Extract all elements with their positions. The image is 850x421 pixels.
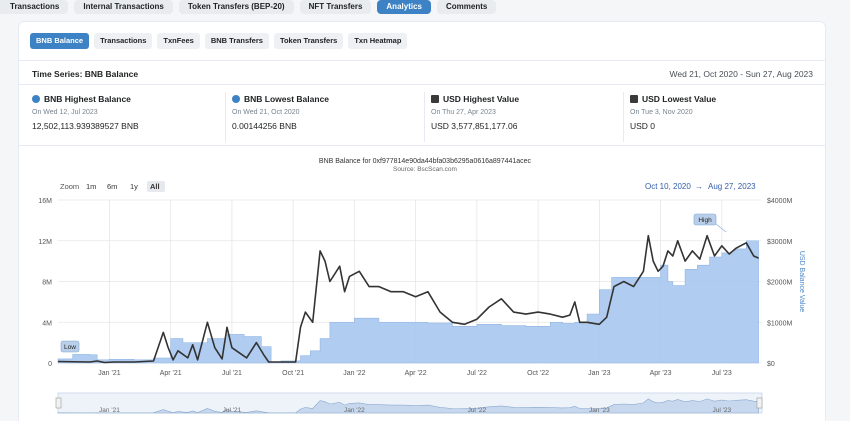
stat-value: 0.00144256 BNB — [232, 121, 297, 131]
tab-analytics[interactable]: Analytics — [377, 0, 431, 14]
square-marker-icon — [630, 95, 638, 103]
high-flag-label: High — [698, 217, 712, 224]
y-left-tick-label: 0 — [48, 361, 52, 368]
stat-value: USD 3,577,851,177.06 — [431, 121, 518, 131]
high-flag-connector — [715, 223, 727, 233]
stat-separator — [225, 92, 226, 142]
range-from: Oct 10, 2020 — [645, 182, 691, 191]
stat-block: BNB Lowest Balance On Wed 21, Oct 2020 0.0… — [232, 94, 422, 131]
tab-transactions[interactable]: Transactions — [0, 0, 69, 14]
x-tick-label: Jan '22 — [343, 370, 365, 377]
stat-block: BNB Highest Balance On Wed 12, Jul 2023 12… — [32, 94, 222, 131]
stat-value: 12,502,113.939389527 BNB — [32, 121, 139, 131]
zoom-button-6m[interactable]: 6m — [107, 182, 117, 191]
high-flag — [693, 213, 717, 226]
y-right-tick-label: $4000M — [767, 198, 792, 205]
tab-internal-transactions[interactable]: Internal Transactions — [74, 0, 173, 14]
tab-comments[interactable]: Comments — [436, 0, 497, 14]
stat-separator — [623, 92, 624, 142]
tab-token-transfers-bep-20[interactable]: Token Transfers (BEP-20) — [178, 0, 294, 14]
navigator-handle-right[interactable] — [756, 397, 763, 409]
x-tick-label: Apr '22 — [405, 370, 427, 377]
chart-title: BNB Balance for 0xf977814e90da44bfa03b62… — [319, 158, 532, 165]
x-tick-label: Jul '22 — [467, 370, 487, 377]
stat-title: USD Lowest Value — [630, 94, 820, 104]
subtab-token-transfers[interactable]: Token Transfers — [273, 33, 344, 49]
navigator-tick-label: Jan '22 — [344, 407, 365, 414]
tab-bar: Transactions Internal Transactions Token T… — [0, 0, 497, 16]
stat-title: USD Highest Value — [431, 94, 621, 104]
stats-row: BNB Highest Balance On Wed 12, Jul 2023 12… — [32, 94, 822, 136]
navigator-series — [57, 398, 759, 414]
stat-separator — [424, 92, 425, 142]
navigator-tick-label: Jan '21 — [99, 407, 120, 414]
x-tick-label: Jul '21 — [222, 370, 242, 377]
subtab-bnb-balance[interactable]: BNB Balance — [30, 33, 90, 49]
y-right-tick-label: $0 — [767, 361, 775, 368]
x-tick-label: Apr '21 — [160, 370, 182, 377]
stat-block: USD Lowest Value On Tue 3, Nov 2020 USD 0 — [630, 94, 820, 131]
stat-title: BNB Highest Balance — [32, 94, 222, 104]
navigator-handle-left[interactable] — [55, 397, 62, 409]
stat-date: On Wed 21, Oct 2020 — [232, 109, 300, 116]
stat-title-text: BNB Lowest Balance — [244, 94, 330, 104]
y-right-tick-label: $3000M — [767, 239, 792, 246]
subtab-txn-heatmap[interactable]: Txn Heatmap — [348, 33, 408, 49]
x-tick-label: Jan '23 — [588, 370, 610, 377]
y-left-tick-label: 8M — [42, 280, 52, 287]
divider — [19, 60, 825, 61]
zoom-button-1m[interactable]: 1m — [86, 182, 96, 191]
x-tick-label: Oct '21 — [282, 370, 304, 377]
range-arrow: → — [695, 182, 703, 191]
x-tick-label: Jan '21 — [98, 370, 120, 377]
range-to: Aug 27, 2023 — [708, 182, 756, 191]
circle-marker-icon — [32, 95, 40, 103]
circle-marker-icon — [232, 95, 240, 103]
analytics-subtabs: BNB Balance Transactions TxnFees BNB Transf… — [30, 33, 408, 49]
navigator-tick-label: Jan '23 — [589, 407, 610, 414]
low-flag — [60, 340, 80, 353]
stat-date: On Wed 12, Jul 2023 — [32, 109, 98, 116]
y-right-tick-label: $1000M — [767, 320, 792, 327]
y-right-tick-label: $2000M — [767, 280, 792, 287]
divider — [19, 145, 825, 146]
y-left-tick-label: 12M — [38, 239, 52, 246]
section-title: Time Series: BNB Balance — [32, 69, 139, 79]
subtab-transactions[interactable]: Transactions — [94, 33, 153, 49]
navigator-tick-label: Jul '23 — [713, 407, 732, 414]
subtab-bnb-transfers[interactable]: BNB Transfers — [204, 33, 269, 49]
stat-date: On Tue 3, Nov 2020 — [630, 109, 693, 116]
stat-title-text: USD Highest Value — [443, 94, 520, 104]
stat-title-text: USD Lowest Value — [642, 94, 717, 104]
date-range: Wed 21, Oct 2020 - Sun 27, Aug 2023 — [669, 69, 814, 79]
right-axis-label: USD Balance Value — [798, 251, 805, 312]
x-tick-label: Oct '22 — [527, 370, 549, 377]
usd-area-series — [57, 240, 759, 364]
zoom-button-1y[interactable]: 1y — [130, 182, 138, 191]
zoom-active-bg — [147, 181, 165, 192]
y-left-tick-label: 16M — [38, 198, 52, 205]
x-tick-label: Apr '23 — [650, 370, 672, 377]
tab-nft-transfers[interactable]: NFT Transfers — [299, 0, 372, 14]
zoom-button-All[interactable]: All — [150, 182, 160, 191]
stat-title: BNB Lowest Balance — [232, 94, 422, 104]
stat-date: On Thu 27, Apr 2023 — [431, 109, 496, 116]
chart-subtitle: Source: BscScan.com — [393, 166, 457, 173]
bnb-line-series — [57, 234, 759, 364]
stat-title-text: BNB Highest Balance — [44, 94, 131, 104]
x-tick-label: Jul '23 — [712, 370, 732, 377]
divider — [19, 84, 825, 85]
subtab-txnfees[interactable]: TxnFees — [157, 33, 200, 49]
zoom-label: Zoom — [60, 182, 79, 191]
y-left-tick-label: 4M — [42, 320, 52, 327]
stat-block: USD Highest Value On Thu 27, Apr 2023 USD … — [431, 94, 621, 131]
stat-value: USD 0 — [630, 121, 656, 131]
square-marker-icon — [431, 95, 439, 103]
navigator-tick-label: Jul '21 — [223, 407, 242, 414]
navigator-tick-label: Jul '22 — [468, 407, 487, 414]
low-flag-label: Low — [64, 344, 76, 351]
